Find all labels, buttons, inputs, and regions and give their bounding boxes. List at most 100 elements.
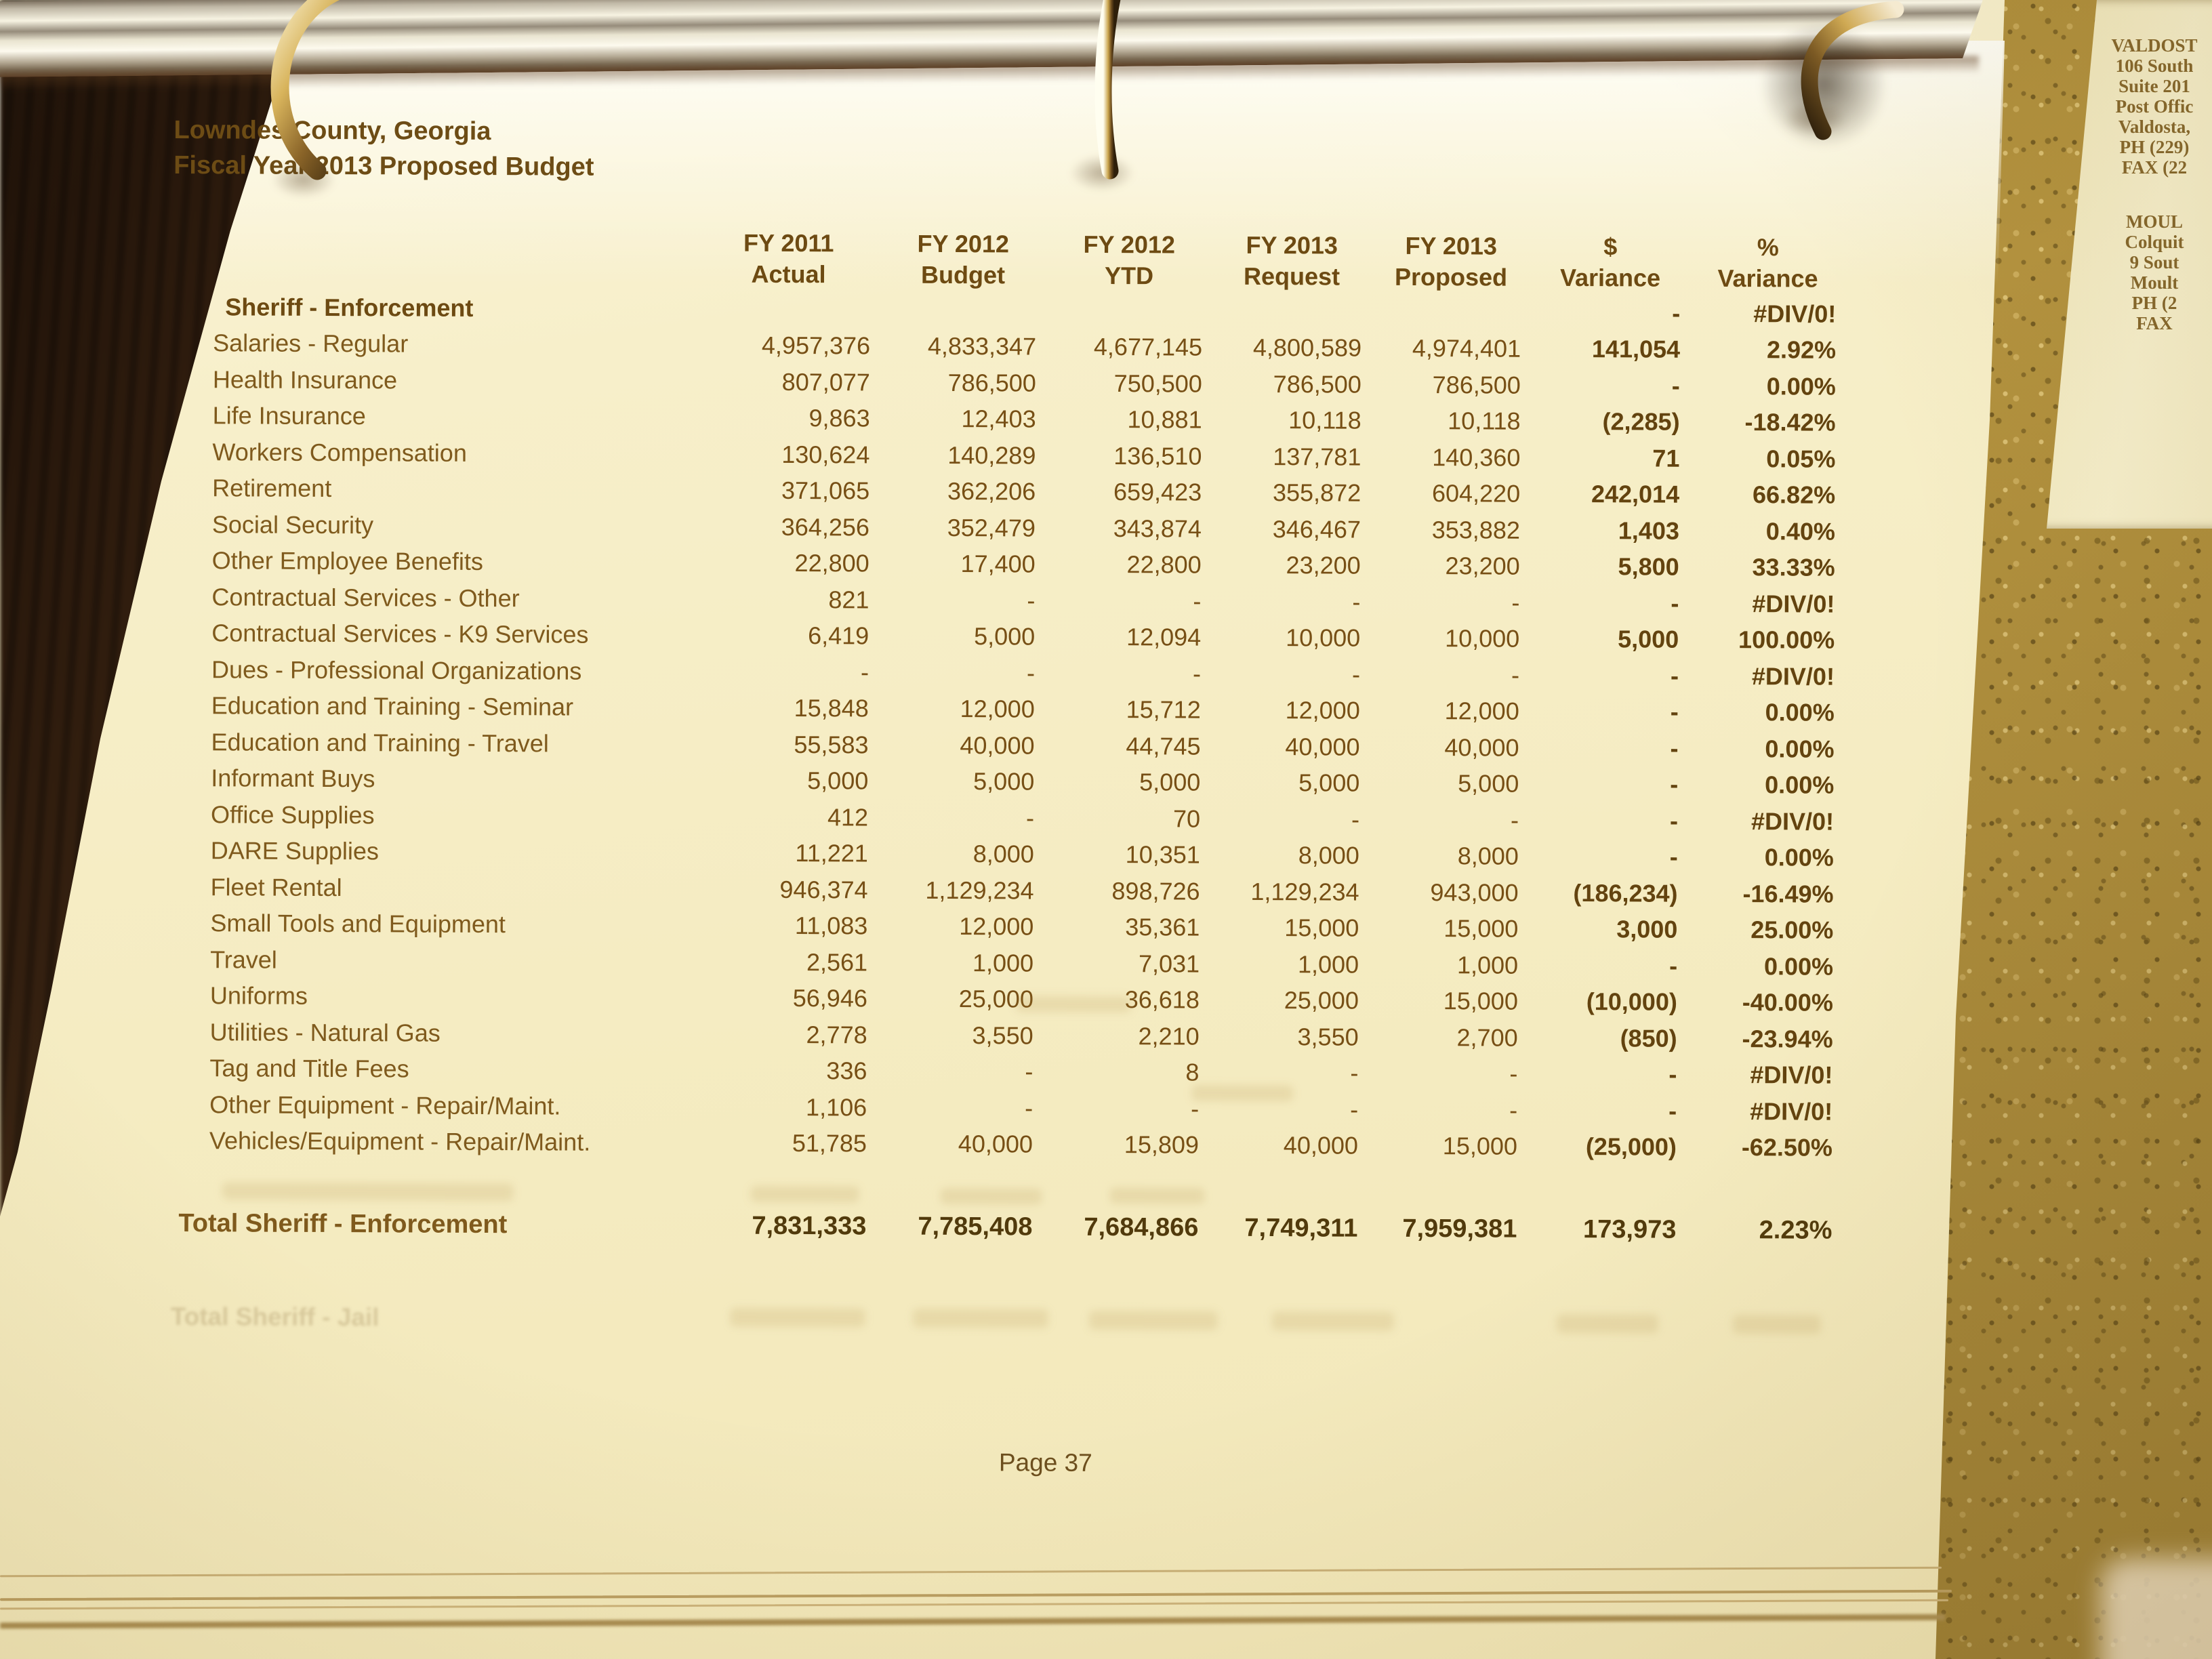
cell-value: 12,000 bbox=[1285, 696, 1360, 724]
total-cell-value: 7,684,866 bbox=[1084, 1212, 1199, 1242]
cell-value: 12,000 bbox=[960, 695, 1035, 723]
cell-value: 15,000 bbox=[1442, 1132, 1518, 1160]
cell-value bbox=[697, 309, 880, 310]
cell-value: 1,129,234 bbox=[925, 876, 1034, 905]
cell-value: 1,403 bbox=[1618, 516, 1680, 545]
row-label: Social Security bbox=[211, 510, 374, 539]
cell-value: 51,785 bbox=[792, 1129, 867, 1158]
cell-value: 336 bbox=[826, 1057, 867, 1085]
cell-value: 10,881 bbox=[1127, 405, 1202, 434]
cell-value: 66.82% bbox=[1752, 480, 1836, 509]
cell-value: 1,129,234 bbox=[1250, 877, 1359, 906]
reference-page-line: PH (2 bbox=[2131, 293, 2177, 313]
cell-value: 5,800 bbox=[1618, 552, 1679, 581]
cell-value: 9,863 bbox=[808, 404, 870, 432]
cell-value: - bbox=[1191, 1094, 1200, 1123]
cell-value: 0.00% bbox=[1766, 371, 1836, 401]
cell-value: 2,700 bbox=[1456, 1023, 1518, 1052]
cell-value: - bbox=[1351, 660, 1361, 689]
cell-value: (25,000) bbox=[1585, 1132, 1677, 1161]
column-header-line1: $ bbox=[1603, 232, 1618, 261]
cell-value: 786,500 bbox=[1273, 369, 1361, 398]
reference-page-line: 9 Sout bbox=[2129, 252, 2179, 272]
row-label: Contractual Services - Other bbox=[211, 582, 520, 612]
cell-value: 10,118 bbox=[1288, 406, 1361, 434]
total-cell-value: 173,973 bbox=[1582, 1215, 1677, 1244]
cell-value: 1,000 bbox=[1297, 949, 1359, 979]
reference-page-line: Moult bbox=[2130, 272, 2179, 293]
cell-value: - bbox=[1193, 587, 1202, 615]
row-label: Travel bbox=[210, 945, 277, 974]
cell-value: 786,500 bbox=[1432, 370, 1521, 399]
cell-value: 100.00% bbox=[1738, 626, 1835, 654]
cell-value: 5,000 bbox=[1139, 768, 1201, 796]
cell-value: 4,677,145 bbox=[1093, 333, 1203, 361]
bleedthrough-smudge bbox=[1088, 1310, 1218, 1330]
cell-value: 5,000 bbox=[973, 767, 1035, 796]
cell-value: 0.00% bbox=[1765, 734, 1835, 763]
cell-value: 23,200 bbox=[1445, 552, 1520, 580]
column-header: FY 2012 YTD bbox=[1046, 229, 1212, 292]
cell-value: 8,000 bbox=[1298, 841, 1359, 869]
row-label: Small Tools and Equipment bbox=[210, 909, 506, 939]
cell-value: 130,624 bbox=[781, 440, 870, 469]
cell-value: 10,351 bbox=[1125, 840, 1200, 869]
cell-value: 1,106 bbox=[806, 1092, 867, 1122]
cell-value: 23,200 bbox=[1286, 551, 1361, 579]
total-cell-value: 7,749,311 bbox=[1244, 1213, 1358, 1243]
cell-value: 12,000 bbox=[959, 912, 1034, 941]
cell-value: - bbox=[1025, 804, 1035, 832]
cell-value: 352,479 bbox=[947, 513, 1036, 542]
reference-page-line: VALDOST bbox=[2111, 35, 2198, 56]
cell-value: 946,374 bbox=[779, 875, 868, 904]
cell-value: 0.40% bbox=[1765, 516, 1836, 546]
row-label: Fleet Rental bbox=[210, 872, 342, 901]
cell-value: - bbox=[1670, 770, 1679, 798]
cell-value: 355,872 bbox=[1272, 478, 1361, 507]
cell-value: 33.33% bbox=[1752, 553, 1835, 581]
cell-value: - bbox=[1670, 734, 1679, 762]
cell-value: 40,000 bbox=[958, 1130, 1033, 1158]
cell-value: - bbox=[1025, 1057, 1033, 1086]
cell-value: 412 bbox=[827, 802, 869, 832]
column-header: FY 2011 Actual bbox=[697, 227, 880, 290]
column-header-line2: Variance bbox=[1559, 263, 1661, 292]
cell-value: 0.00% bbox=[1765, 698, 1835, 726]
cell-value: - bbox=[1671, 371, 1680, 400]
bleedthrough-smudge bbox=[1191, 1084, 1294, 1102]
cell-value: 943,000 bbox=[1430, 878, 1519, 907]
total-row: Total Sheriff - Enforcement 7,831,333 7,78… bbox=[167, 1209, 1841, 1246]
total-row-label: Total Sheriff - Enforcement bbox=[178, 1209, 508, 1240]
cell-value: #DIV/0! bbox=[1750, 806, 1835, 836]
cell-value: 4,833,347 bbox=[927, 332, 1037, 361]
cell-value: 807,077 bbox=[781, 367, 870, 396]
cell-value: - bbox=[1668, 1060, 1677, 1088]
cell-value: 35,361 bbox=[1125, 913, 1200, 941]
reference-page-line: Valdosta, bbox=[2118, 117, 2191, 137]
cell-value: 40,000 bbox=[1283, 1131, 1359, 1160]
bleedthrough-smudge bbox=[729, 1307, 865, 1328]
cell-value: 6,419 bbox=[808, 621, 869, 650]
row-label: Education and Training - Seminar bbox=[211, 691, 574, 721]
cell-value: #DIV/0! bbox=[1750, 1097, 1833, 1126]
cell-value: 10,118 bbox=[1448, 407, 1521, 435]
cell-value: 1,000 bbox=[1456, 951, 1519, 979]
cell-value: 8,000 bbox=[972, 840, 1034, 868]
reference-page-line: Colquit bbox=[2125, 232, 2184, 252]
reference-page-line: PH (229) bbox=[2119, 137, 2190, 157]
row-label: Workers Compensation bbox=[212, 437, 468, 467]
column-header-line2: Variance bbox=[1717, 264, 1818, 293]
cell-value: 15,809 bbox=[1124, 1130, 1200, 1159]
cell-value: - bbox=[1669, 842, 1678, 871]
cell-value: 40,000 bbox=[960, 731, 1035, 760]
cell-value bbox=[1212, 311, 1371, 312]
cell-value: #DIV/0! bbox=[1751, 661, 1835, 691]
cell-value: -62.50% bbox=[1741, 1133, 1833, 1162]
bleedthrough-smudge bbox=[1271, 1311, 1394, 1331]
cell-value: 15,712 bbox=[1126, 695, 1201, 724]
cell-value: - bbox=[1510, 806, 1519, 834]
cell-value: - bbox=[1668, 1097, 1677, 1125]
bleedthrough-smudge bbox=[750, 1185, 859, 1203]
bleedthrough-smudge bbox=[940, 1187, 1042, 1205]
cell-value: - bbox=[1350, 1059, 1359, 1087]
